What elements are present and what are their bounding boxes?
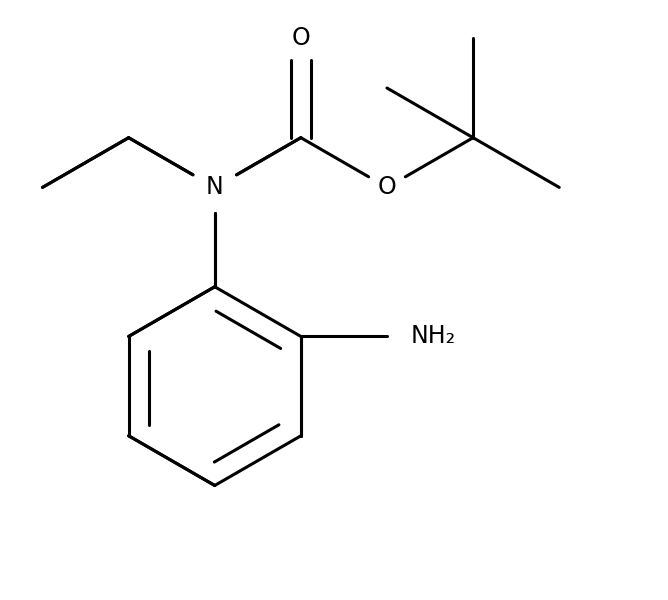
Text: N: N (206, 175, 224, 199)
Text: O: O (377, 175, 396, 199)
Text: O: O (291, 26, 310, 50)
Text: NH₂: NH₂ (410, 325, 456, 349)
